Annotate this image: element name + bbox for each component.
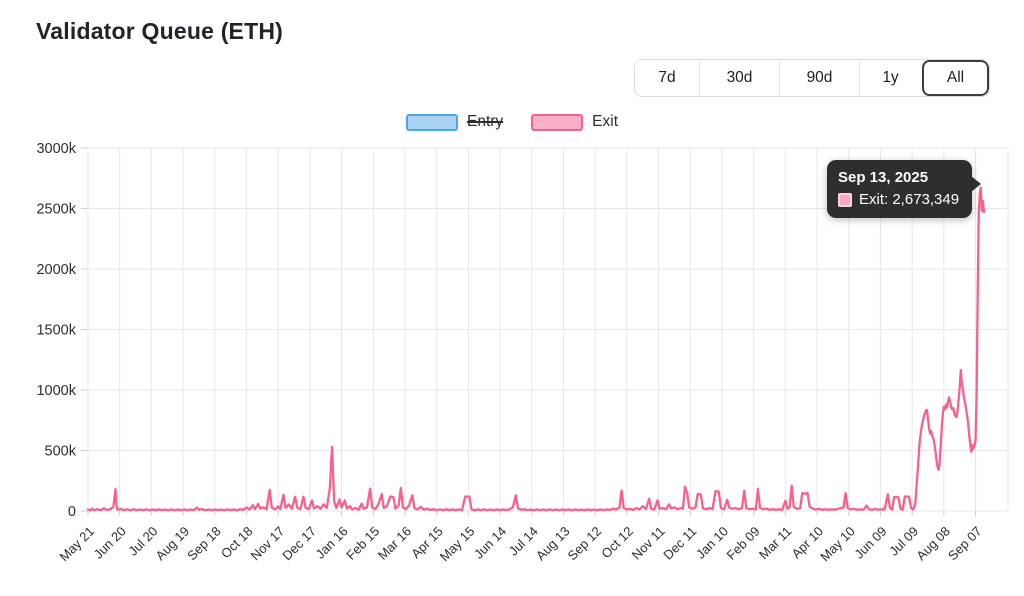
svg-text:500k: 500k bbox=[45, 444, 77, 460]
entry-series-label: Entry bbox=[466, 113, 504, 130]
svg-text:Jan 10: Jan 10 bbox=[693, 524, 731, 562]
tooltip-pointer-icon bbox=[971, 176, 982, 192]
svg-text:Jun 20: Jun 20 bbox=[91, 524, 129, 562]
page-title: Validator Queue (ETH) bbox=[36, 18, 284, 44]
exit-series-swatch-icon bbox=[531, 113, 584, 131]
tooltip-row: Exit: 2,673,349 bbox=[838, 191, 959, 208]
range-button-7d[interactable]: 7d bbox=[635, 60, 699, 96]
svg-text:3000k: 3000k bbox=[36, 141, 76, 157]
time-range-selector: 7d 30d 90d 1y All bbox=[634, 59, 990, 97]
range-button-1y[interactable]: 1y bbox=[859, 60, 921, 96]
exit-series-label: Exit bbox=[592, 113, 619, 130]
chart-tooltip: Sep 13, 2025 Exit: 2,673,349 bbox=[827, 160, 982, 218]
svg-text:Dec 17: Dec 17 bbox=[279, 524, 319, 564]
tooltip-date: Sep 13, 2025 bbox=[838, 169, 929, 186]
tooltip-exit-value: Exit: 2,673,349 bbox=[859, 191, 960, 208]
svg-text:Aug 08: Aug 08 bbox=[913, 524, 953, 564]
range-button-30d[interactable]: 30d bbox=[699, 60, 779, 96]
svg-text:Aug 13: Aug 13 bbox=[533, 524, 573, 564]
range-button-90d[interactable]: 90d bbox=[779, 60, 859, 96]
svg-text:Jun 14: Jun 14 bbox=[471, 524, 509, 562]
svg-text:Jan 16: Jan 16 bbox=[312, 524, 350, 562]
svg-text:Sep 18: Sep 18 bbox=[184, 524, 224, 564]
svg-text:Mar 11: Mar 11 bbox=[756, 524, 795, 563]
svg-text:Jun 09: Jun 09 bbox=[851, 524, 889, 562]
range-button-all[interactable]: All bbox=[921, 60, 989, 96]
svg-text:May 10: May 10 bbox=[817, 524, 858, 565]
svg-text:Feb 09: Feb 09 bbox=[724, 524, 763, 563]
svg-text:Nov 17: Nov 17 bbox=[248, 524, 288, 564]
svg-text:Mar 16: Mar 16 bbox=[375, 524, 414, 563]
chart-area[interactable]: 0 500k 1000k 1500k 2000k 2500k 3000k May 21 Jun … bbox=[0, 140, 1024, 596]
svg-text:2500k: 2500k bbox=[36, 202, 76, 218]
svg-text:Aug 19: Aug 19 bbox=[152, 524, 192, 564]
chart-legend: Entry Exit bbox=[405, 113, 618, 131]
svg-text:Nov 11: Nov 11 bbox=[629, 524, 668, 563]
svg-text:Sep 07: Sep 07 bbox=[945, 524, 985, 564]
svg-text:Sep 12: Sep 12 bbox=[565, 524, 605, 564]
svg-text:Feb 15: Feb 15 bbox=[343, 524, 382, 563]
svg-text:May 21: May 21 bbox=[56, 524, 97, 565]
svg-text:Dec 11: Dec 11 bbox=[660, 524, 699, 563]
svg-text:0: 0 bbox=[68, 504, 76, 520]
legend-item-exit[interactable]: Exit bbox=[531, 113, 618, 131]
svg-text:1000k: 1000k bbox=[36, 383, 76, 399]
svg-text:Oct 12: Oct 12 bbox=[598, 524, 636, 562]
tooltip-exit-swatch-icon bbox=[838, 192, 852, 207]
legend-item-entry[interactable]: Entry bbox=[405, 113, 504, 131]
svg-text:2000k: 2000k bbox=[36, 262, 76, 278]
svg-text:1500k: 1500k bbox=[36, 323, 76, 339]
entry-series-swatch-icon bbox=[405, 113, 458, 131]
svg-text:May 15: May 15 bbox=[437, 524, 478, 565]
